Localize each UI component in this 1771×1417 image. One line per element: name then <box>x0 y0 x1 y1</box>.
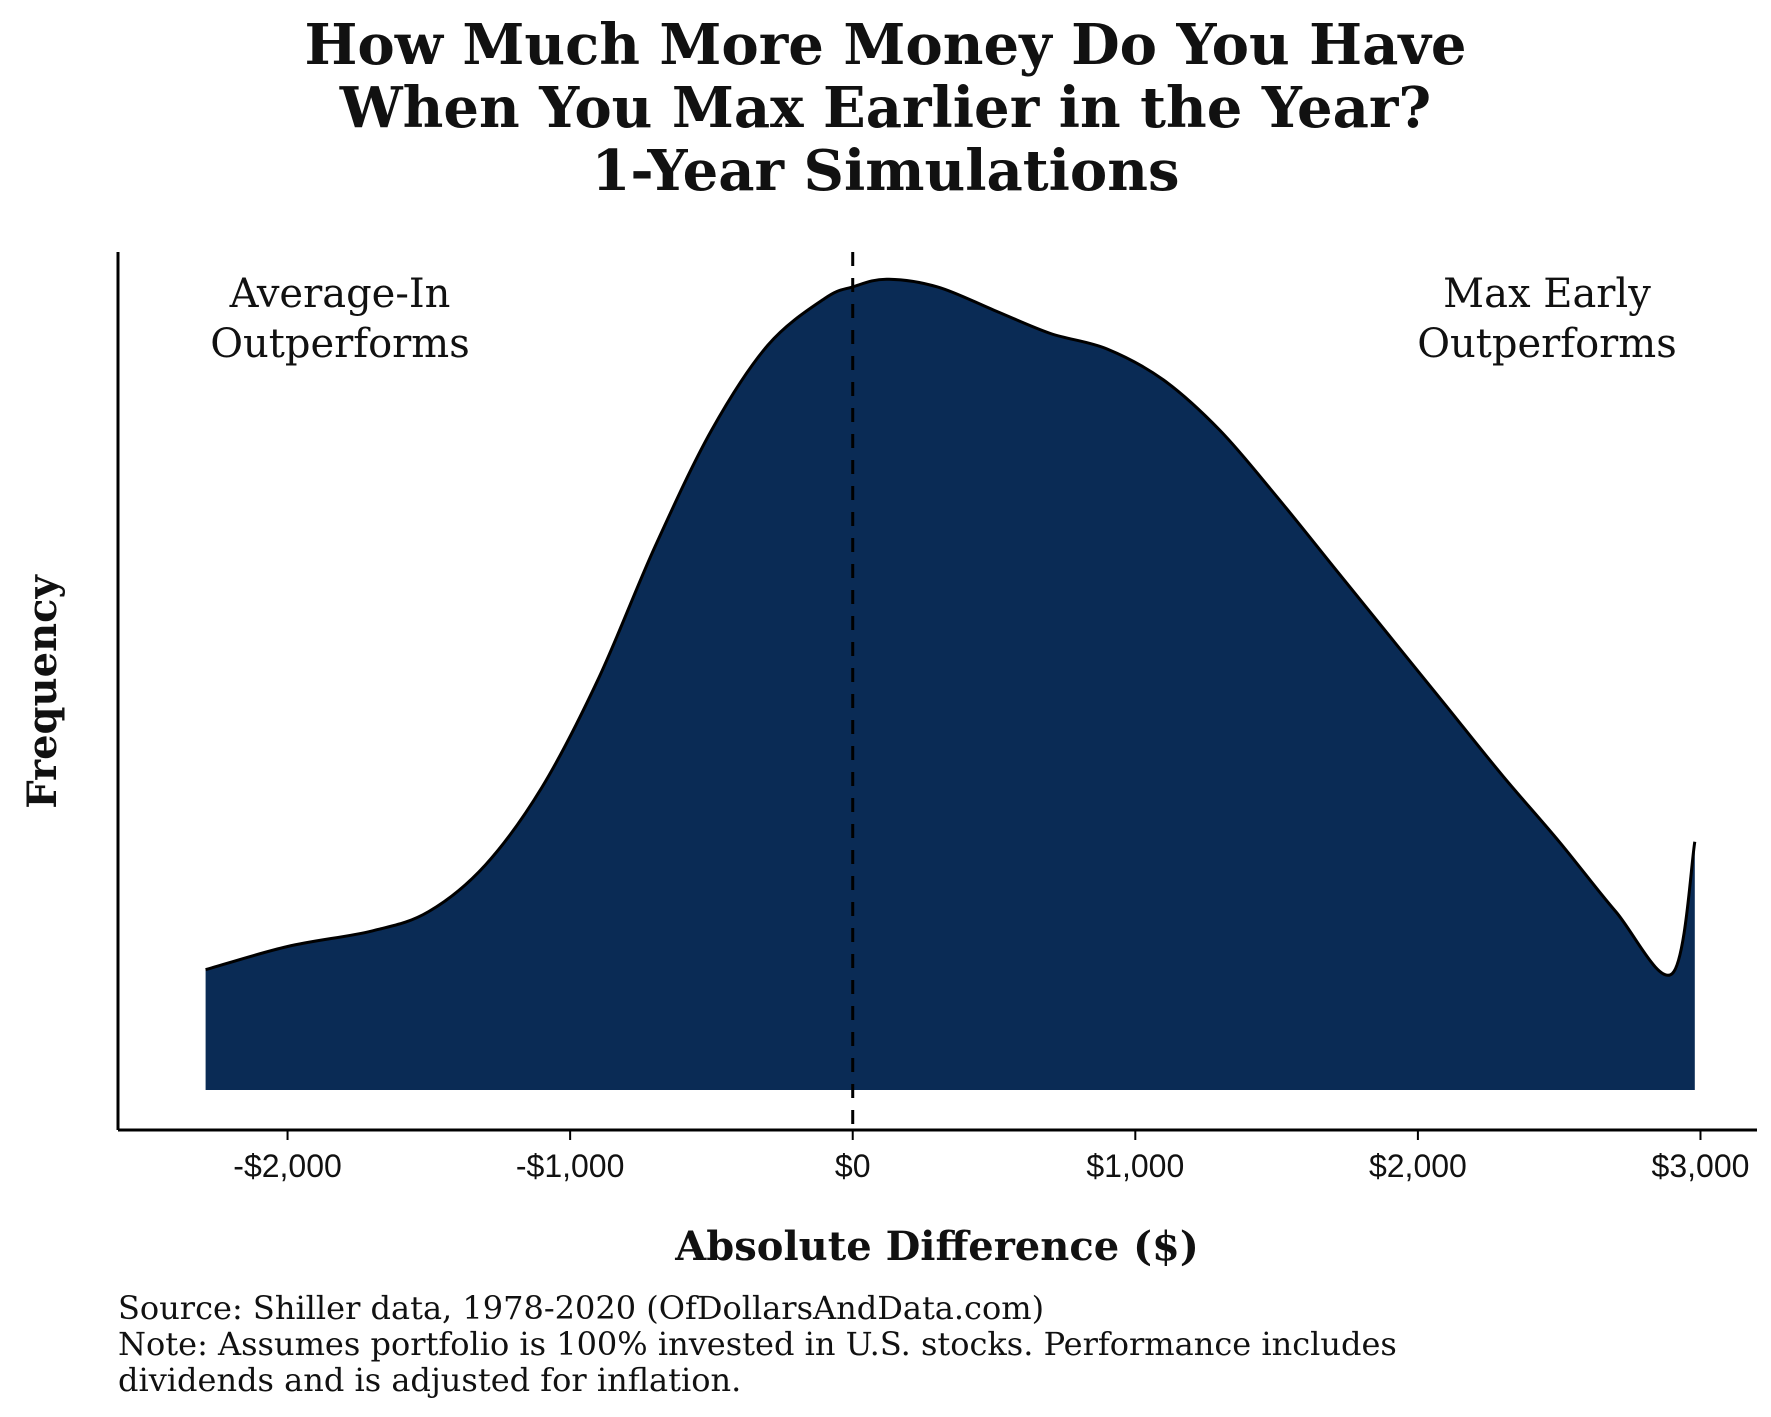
annotation-left-line-2: Outperforms <box>210 321 470 367</box>
density-outline-0 <box>205 277 1697 977</box>
x-tick-label: $3,000 <box>1652 1148 1750 1184</box>
footnotes: Source: Shiller data, 1978-2020 (OfDolla… <box>118 1290 1397 1398</box>
annotation-right-line-2: Outperforms <box>1417 321 1677 367</box>
footnote-source: Source: Shiller data, 1978-2020 (OfDolla… <box>118 1289 1045 1327</box>
x-tick-label: $1,000 <box>1086 1148 1184 1184</box>
y-axis-label: Frequency <box>19 574 66 809</box>
plot-area <box>205 252 1697 1130</box>
density-area-0 <box>205 279 1695 1090</box>
x-tick-label: $0 <box>835 1148 871 1184</box>
annotation-right-line-1: Max Early <box>1443 271 1651 317</box>
footnote-note-line-1: Note: Assumes portfolio is 100% invested… <box>118 1325 1397 1363</box>
x-axis-label: Absolute Difference ($) <box>674 1223 1199 1270</box>
x-tick-label: -$1,000 <box>516 1148 625 1184</box>
annotation-left-line-1: Average-In <box>229 271 451 317</box>
x-axis-ticks: -$2,000 -$1,000 $0 $1,000 $2,000 $3,000 <box>233 1130 1749 1184</box>
chart-title-line-3: 1-Year Simulations <box>591 138 1180 204</box>
x-tick-label: $2,000 <box>1369 1148 1467 1184</box>
chart-title-line-2: When You Max Earlier in the Year? <box>339 75 1432 141</box>
footnote-note-line-2: dividends and is adjusted for inflation. <box>118 1361 742 1399</box>
x-tick-label: -$2,000 <box>233 1148 342 1184</box>
chart-title: How Much More Money Do You Have When You… <box>0 14 1771 203</box>
chart-title-line-1: How Much More Money Do You Have <box>304 12 1467 78</box>
